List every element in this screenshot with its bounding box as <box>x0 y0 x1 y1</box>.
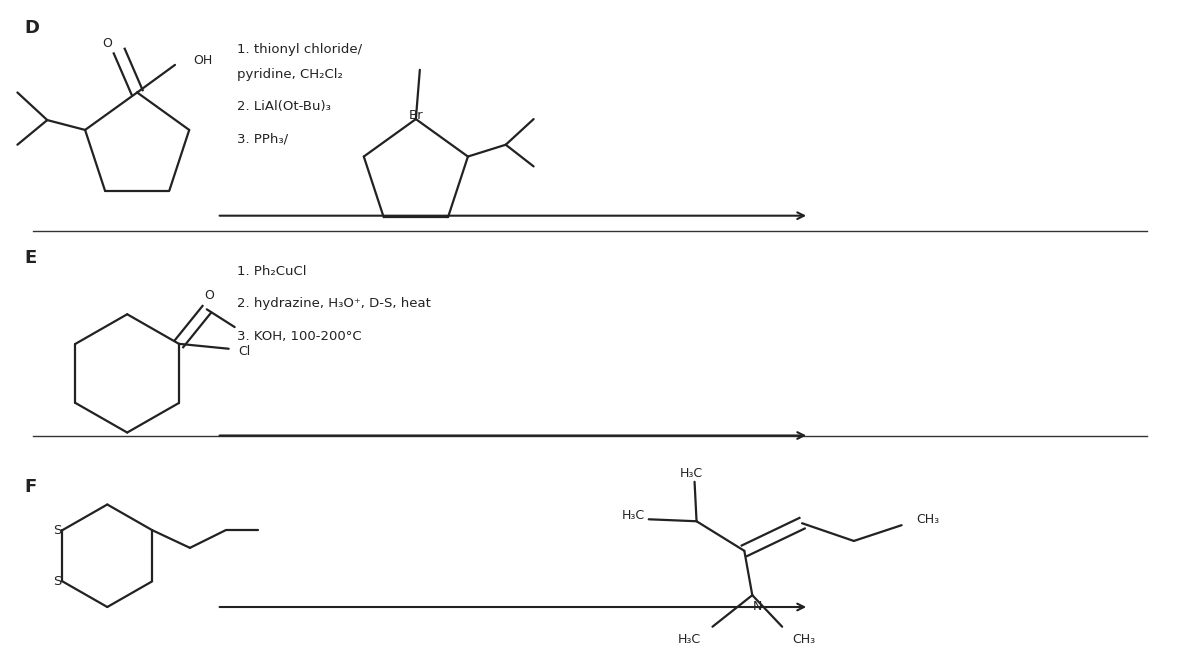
Text: H₃C: H₃C <box>680 467 703 480</box>
Text: O: O <box>102 36 113 49</box>
Text: CH₃: CH₃ <box>792 633 815 646</box>
Text: pyridine, CH₂Cl₂: pyridine, CH₂Cl₂ <box>236 68 342 81</box>
Text: 3. PPh₃/: 3. PPh₃/ <box>236 133 288 146</box>
Text: 1. Ph₂CuCl: 1. Ph₂CuCl <box>236 265 306 278</box>
Text: 1. thionyl chloride/: 1. thionyl chloride/ <box>236 43 362 56</box>
Text: CH₃: CH₃ <box>917 513 940 526</box>
Text: S: S <box>53 575 61 588</box>
Text: Cl: Cl <box>239 345 251 358</box>
Text: O: O <box>204 289 214 302</box>
Text: 2. hydrazine, H₃O⁺, D-S, heat: 2. hydrazine, H₃O⁺, D-S, heat <box>236 298 431 311</box>
Text: D: D <box>25 20 40 37</box>
Text: E: E <box>25 249 37 267</box>
Text: 2. LiAl(Ot-Bu)₃: 2. LiAl(Ot-Bu)₃ <box>236 100 330 113</box>
Text: N: N <box>752 600 762 613</box>
Text: H₃C: H₃C <box>622 509 644 522</box>
Text: Br: Br <box>409 109 424 122</box>
Text: OH: OH <box>193 55 212 68</box>
Text: F: F <box>25 478 37 496</box>
Text: H₃C: H₃C <box>678 633 701 646</box>
Text: S: S <box>53 523 61 536</box>
Text: 3. KOH, 100-200°C: 3. KOH, 100-200°C <box>236 330 361 343</box>
